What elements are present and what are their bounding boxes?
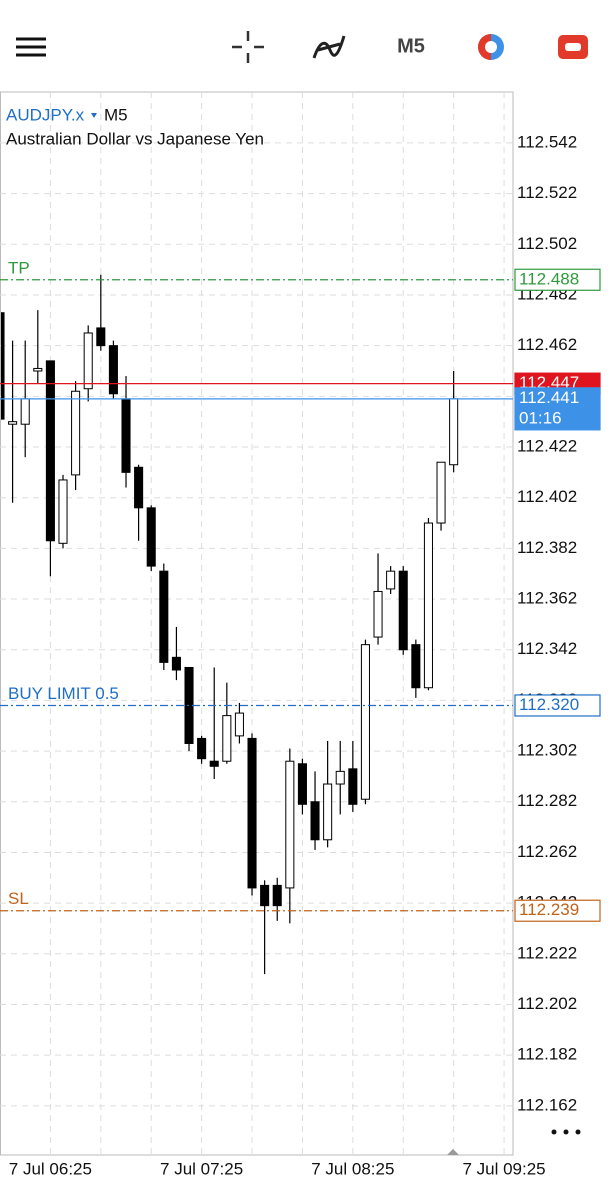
objects-button[interactable] [478,34,504,60]
candle-body [83,332,93,390]
y-tick-label: 112.502 [517,234,577,253]
candle-body [209,760,219,767]
y-tick-label: 112.522 [517,183,577,202]
more-button[interactable] [551,1129,581,1135]
y-tick-label: 112.282 [517,791,577,810]
candle-body [310,801,320,841]
y-tick-label: 112.182 [517,1045,577,1064]
candle-body [45,360,55,542]
trade-button[interactable] [558,35,588,59]
candle-body [121,398,131,473]
crosshair-button[interactable] [232,31,264,63]
candle-body [285,760,295,889]
candle-body [146,507,156,567]
price-box-label: 112.239 [519,900,579,919]
candle-body [436,461,446,524]
y-tick-label: 112.422 [517,436,577,455]
candle-body [386,570,396,590]
candle-body [197,737,207,760]
y-tick-label: 112.402 [517,487,577,506]
candle-body [398,570,408,651]
x-tick-label: 7 Jul 06:25 [9,1159,92,1178]
candle-body [33,367,43,372]
candle-body [247,737,257,889]
candle-body [411,644,421,689]
y-tick-label: 112.262 [517,842,577,861]
price-timer: 01:16 [519,408,562,427]
candle-body [184,666,194,744]
candle-body [108,345,118,395]
candle-body [96,327,106,347]
candle-body [335,770,345,785]
y-tick-label: 112.342 [517,639,577,658]
candle-body [360,644,370,800]
candle-body [159,570,169,663]
chart-timeframe: M5 [104,105,128,124]
symbol[interactable]: AUDJPY.x [6,105,85,124]
price-line-label: TP [8,258,30,277]
x-tick-label: 7 Jul 08:25 [311,1159,394,1178]
price-box-label: 112.441 [519,388,579,407]
candle-body [449,398,459,466]
candle-body [323,783,333,841]
candle-body [58,479,68,544]
price-box [514,899,601,922]
y-tick-label: 112.222 [517,943,577,962]
y-tick-label: 112.382 [517,538,577,557]
indicators-button[interactable] [312,35,346,59]
candle-body [222,715,232,762]
y-tick-label: 112.202 [517,994,577,1013]
candle-body [20,398,30,425]
y-tick-label: 112.362 [517,589,577,608]
price-box [514,387,601,431]
x-tick-label: 7 Jul 09:25 [462,1159,545,1178]
price-box-label: 112.488 [519,269,579,288]
chart-subtitle: Australian Dollar vs Japanese Yen [6,129,264,148]
chart-frame [0,91,514,1156]
symbol-dropdown[interactable] [91,113,97,118]
price-box [514,694,601,717]
timeframe-button[interactable]: M5 [397,35,425,57]
y-tick-label: 112.162 [517,1095,577,1114]
candle-body [297,763,307,805]
candle-body [171,656,181,671]
chart [0,91,514,1156]
menu-button[interactable] [16,37,46,57]
price-box [514,268,601,291]
y-tick-label: 112.542 [517,132,577,151]
candle-body [234,712,244,737]
y-tick-label: 112.462 [517,335,577,354]
candle-body [1,312,5,420]
current-bar-marker [447,1149,459,1155]
candle-body [8,421,18,425]
price-line-label: SL [8,889,29,908]
candle-body [373,590,383,638]
x-tick-label: 7 Jul 07:25 [160,1159,243,1178]
candle-body [423,522,433,689]
candle-body [260,884,270,907]
candle-body [272,884,282,907]
toolbar: M5 [16,31,588,63]
y-tick-label: 112.302 [517,741,577,760]
price-line-label: BUY LIMIT 0.5 [8,684,119,703]
price-box-label: 112.320 [519,695,579,714]
candle-body [71,390,81,476]
candle-body [348,768,358,805]
candles [1,274,459,975]
candle-body [134,466,144,509]
